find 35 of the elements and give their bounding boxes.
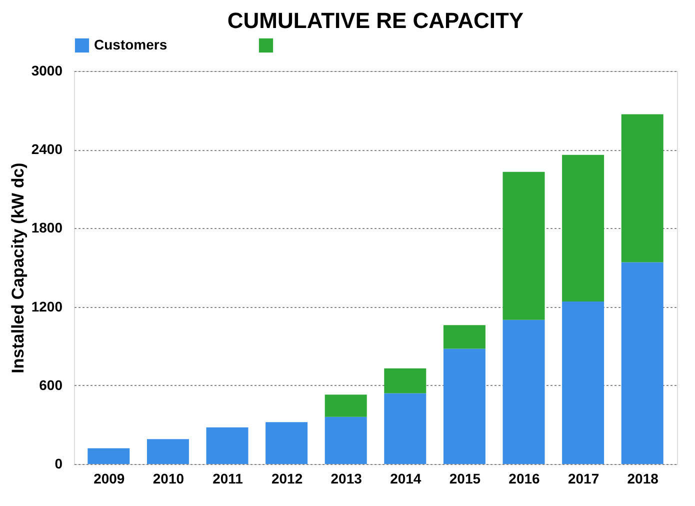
x-tick-label: 2012 [271, 470, 303, 486]
x-tick-label: 2014 [390, 470, 422, 486]
bar [324, 394, 367, 417]
y-tick-label: 0 [54, 456, 63, 472]
bar [384, 368, 426, 394]
x-tick-label: 2017 [568, 470, 600, 486]
bar [621, 262, 664, 464]
chart-title: CUMULATIVE RE CAPACITY [227, 8, 524, 33]
bar [562, 302, 604, 464]
bar [443, 325, 486, 349]
bar [324, 416, 367, 464]
legend-label: Customers [94, 36, 168, 52]
x-tick-label: 2016 [508, 470, 540, 486]
bar [384, 393, 426, 464]
bar [146, 439, 189, 464]
x-tick-label: 2015 [449, 470, 481, 486]
y-tick-label: 2400 [31, 141, 63, 158]
bar [621, 114, 664, 262]
bar [206, 427, 248, 464]
y-tick-label: 1200 [31, 298, 63, 314]
bar [562, 154, 604, 302]
x-tick-label: 2009 [94, 470, 125, 486]
bar [266, 422, 308, 464]
bar [502, 320, 545, 464]
x-tick-label: 2011 [212, 470, 244, 486]
y-tick-label: 600 [39, 376, 63, 393]
x-tick-label: 2018 [627, 470, 659, 486]
bar [443, 348, 486, 464]
x-tick-label: 2013 [330, 470, 362, 486]
y-tick-label: 3000 [31, 62, 63, 78]
bar [88, 448, 130, 464]
bar [502, 172, 545, 320]
y-axis-title: Installed Capacity (kW dc) [8, 162, 28, 374]
y-tick-label: 1800 [31, 220, 63, 236]
x-tick-label: 2010 [152, 470, 184, 486]
